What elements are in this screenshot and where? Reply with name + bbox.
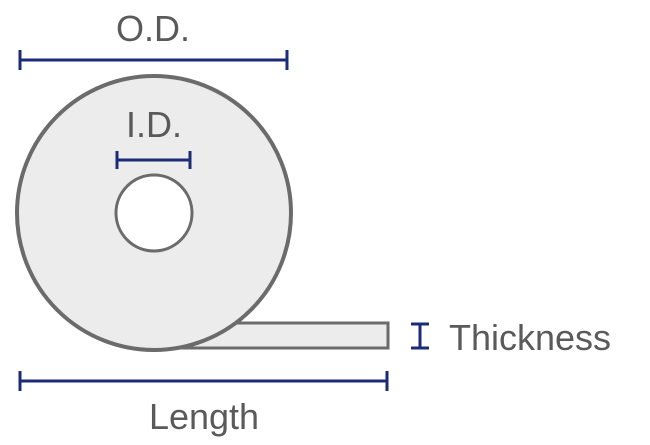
length-dimension-line xyxy=(18,371,389,391)
thickness-label: Thickness xyxy=(449,317,611,358)
roll-core-hole xyxy=(114,173,194,253)
id-label: I.D. xyxy=(126,104,182,145)
length-label: Length xyxy=(149,396,259,437)
od-dimension-line xyxy=(18,50,289,70)
id-dimension-line xyxy=(115,151,192,169)
od-label: O.D. xyxy=(116,8,190,49)
thickness-dimension-line xyxy=(411,322,429,350)
